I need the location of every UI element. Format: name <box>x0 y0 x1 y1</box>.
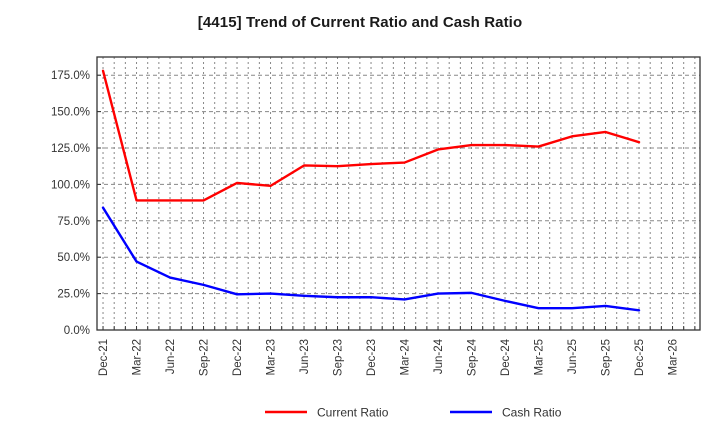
y-axis-tick-label: 175.0% <box>51 70 90 82</box>
y-axis-tick-label: 150.0% <box>51 107 90 119</box>
x-axis-tick-label: Jun-23 <box>299 339 311 374</box>
y-axis-tick-label: 125.0% <box>51 143 90 155</box>
axis-frame <box>96 56 701 331</box>
legend-label-1: Current Ratio <box>317 406 389 420</box>
x-axis-tick-label: Sep-24 <box>467 338 479 376</box>
x-axis-tick-label: Dec-24 <box>500 338 512 376</box>
y-axis-tick-label: 75.0% <box>57 216 90 228</box>
y-axis-tick-label: 0.0% <box>64 325 90 337</box>
x-axis-tick-label: Jun-22 <box>165 339 177 374</box>
chart-legend: Current Ratio Cash Ratio <box>265 406 562 420</box>
series-line-1 <box>101 69 641 202</box>
x-axis-tick-label: Sep-23 <box>333 339 345 376</box>
x-axis-tick-label: Mar-23 <box>266 339 278 375</box>
x-axis-tick-labels: Dec-21 Mar-22 Jun-22 Sep-22 Dec-22 Mar-23 Jun-… <box>98 338 680 376</box>
y-axis-tick-label: 50.0% <box>57 252 90 264</box>
axis-ticks <box>97 74 696 331</box>
x-axis-tick-label: Jun-24 <box>433 338 445 374</box>
plot-frame <box>96 56 701 331</box>
legend-label-2: Cash Ratio <box>502 406 562 420</box>
x-axis-tick-label: Sep-22 <box>199 339 211 376</box>
x-axis-tick-label: Mar-25 <box>534 339 546 375</box>
x-axis-tick-label: Mar-26 <box>668 339 680 375</box>
x-axis-tick-label: Dec-23 <box>366 339 378 376</box>
x-axis-tick-label: Dec-25 <box>634 339 646 376</box>
x-axis-tick-label: Dec-21 <box>98 339 110 376</box>
x-axis-tick-label: Mar-22 <box>132 339 144 375</box>
x-axis-tick-label: Jun-25 <box>567 339 579 374</box>
data-series-lines <box>101 69 641 312</box>
y-axis-tick-labels: 0.0% 25.0% 50.0% 75.0% 100.0% 125.0% 150.0% 175… <box>51 70 90 337</box>
y-axis-tick-label: 25.0% <box>57 289 90 301</box>
y-axis-tick-label: 100.0% <box>51 179 90 191</box>
x-axis-tick-label: Dec-22 <box>232 339 244 376</box>
x-axis-tick-label: Sep-25 <box>601 339 613 376</box>
x-axis-tick-label: Mar-24 <box>400 338 412 375</box>
series-line-2 <box>101 206 641 312</box>
page-title: [4415] Trend of Current Ratio and Cash R… <box>197 14 523 31</box>
grid-lines <box>97 57 700 330</box>
